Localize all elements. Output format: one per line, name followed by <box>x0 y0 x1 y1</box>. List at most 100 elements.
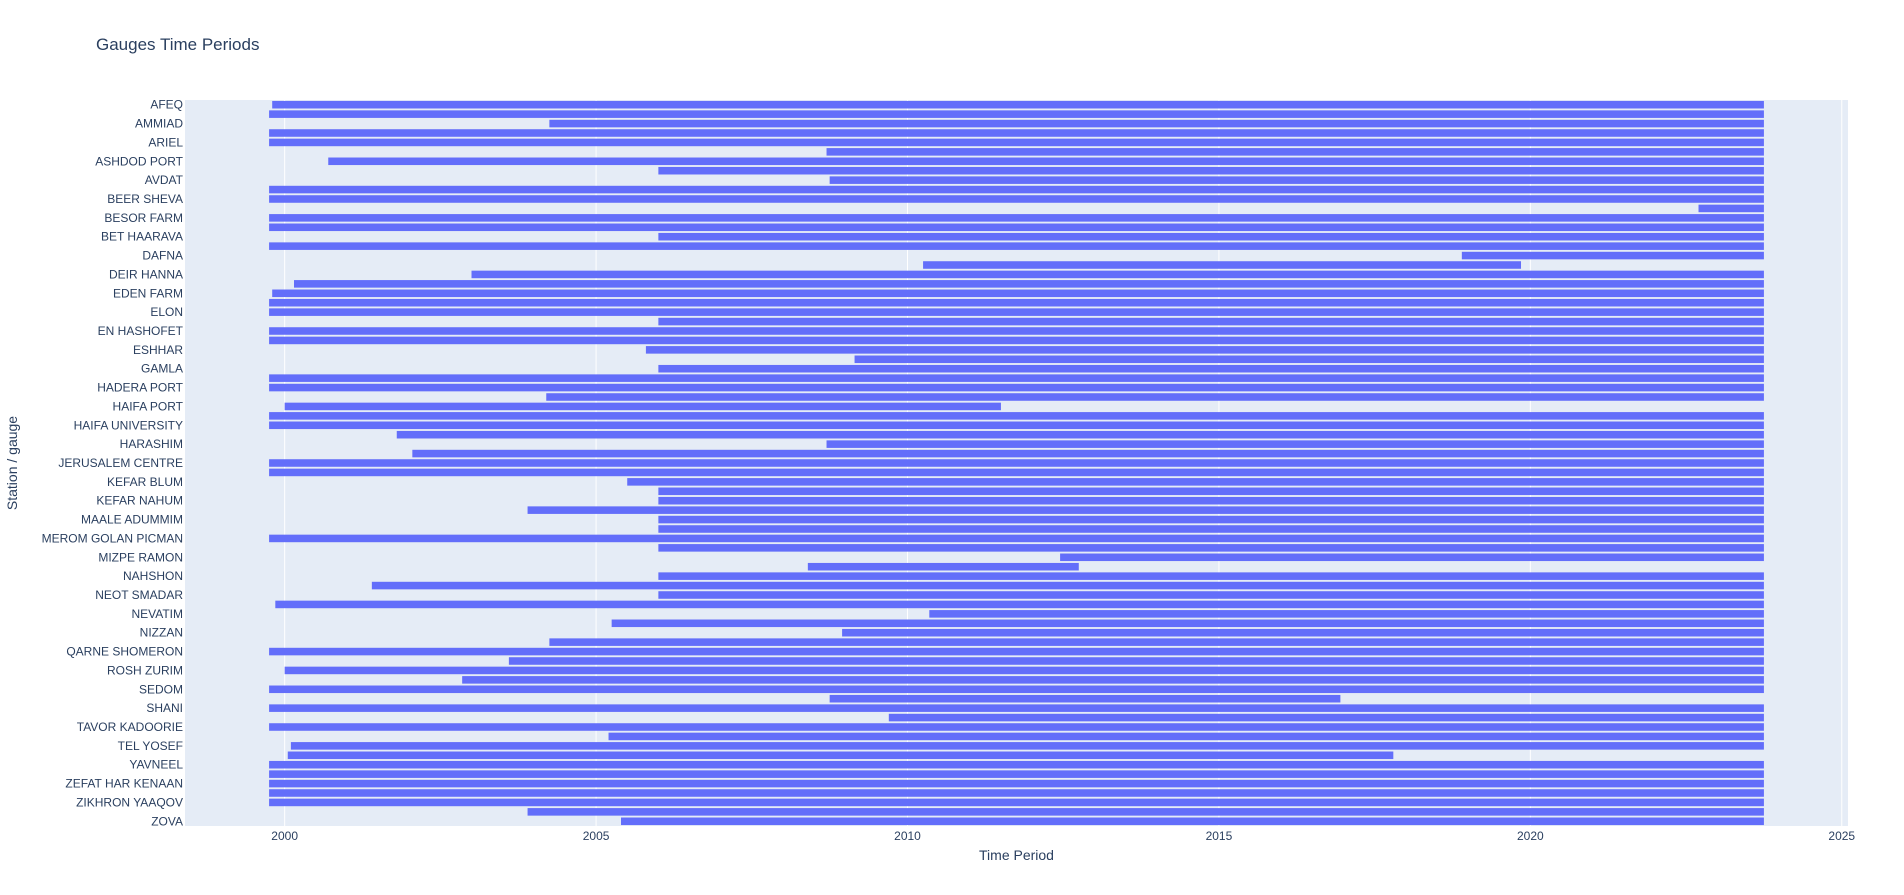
timeline-bar <box>1698 204 1764 213</box>
y-tick-label: DAFNA <box>142 249 183 263</box>
y-tick-label: ZOVA <box>151 814 183 828</box>
y-tick-label: ZIKHRON YAAQOV <box>76 795 183 809</box>
x-tick-label: 2010 <box>894 829 921 843</box>
timeline-bar <box>527 808 1764 816</box>
y-tick-label: ZEFAT HAR KENAAN <box>65 777 183 791</box>
y-tick-label: MIZPE RAMON <box>98 550 183 564</box>
timeline-bar <box>269 534 1764 543</box>
timeline-bar <box>269 327 1764 335</box>
x-tick-label: 2015 <box>1206 829 1233 843</box>
timeline-bars <box>269 100 1764 826</box>
y-tick-labels: AFEQ AMMIAD ARIEL ASHDOD PORT AVDAT BEER SHEV… <box>42 98 184 829</box>
x-axis-title: Time Period <box>979 847 1054 863</box>
y-tick-label: ROSH ZURIM <box>107 663 183 677</box>
timeline-bar <box>269 789 1764 797</box>
y-tick-label: TAVOR KADOORIE <box>77 720 183 734</box>
timeline-bar <box>620 817 1764 826</box>
y-tick-label: NEVATIM <box>131 607 183 621</box>
timeline-bar <box>284 402 1001 411</box>
timeline-bar <box>549 638 1764 646</box>
timeline-bar <box>658 317 1764 326</box>
timeline-bar <box>269 214 1764 222</box>
y-tick-label: ESHHAR <box>133 343 183 357</box>
timeline-bar <box>658 496 1764 505</box>
timeline-bar <box>546 393 1764 401</box>
timeline-bar <box>608 732 1764 741</box>
timeline-bar <box>272 289 1764 298</box>
timeline-bar <box>269 336 1764 345</box>
y-tick-label: HAIFA PORT <box>113 399 184 413</box>
timeline-bar <box>269 195 1764 203</box>
timeline-bar <box>471 270 1764 279</box>
timeline-bar <box>269 308 1764 316</box>
x-tick-label: 2000 <box>271 829 298 843</box>
timeline-bar <box>396 430 1764 439</box>
timeline-bar <box>1060 553 1764 562</box>
timeline-bar <box>658 572 1764 580</box>
timeline-bar <box>275 600 1764 609</box>
timeline-bar <box>807 562 1079 571</box>
timeline-bar <box>1461 251 1764 260</box>
timeline-bar <box>842 628 1764 637</box>
timeline-bar <box>269 383 1764 392</box>
timeline-bar <box>826 148 1764 156</box>
timeline-bar <box>888 713 1764 722</box>
y-tick-label: BET HAARAVA <box>101 230 183 244</box>
timeline-bar <box>611 619 1764 628</box>
y-tick-label: AFEQ <box>150 98 183 112</box>
x-tick-labels: 2000 2005 2010 2015 2020 2025 <box>271 829 1855 843</box>
y-tick-label: QARNE SHOMERON <box>66 645 183 659</box>
y-tick-label: JERUSALEM CENTRE <box>58 456 183 470</box>
y-tick-label: DEIR HANNA <box>109 267 183 281</box>
timeline-bar <box>269 185 1764 194</box>
timeline-bar <box>627 478 1764 486</box>
timeline-bar <box>658 166 1764 175</box>
timeline-bar <box>293 280 1764 288</box>
timeline-bar <box>929 610 1764 618</box>
timeline-bar <box>549 119 1764 128</box>
timeline-bar <box>854 355 1764 364</box>
x-tick-label: 2020 <box>1517 829 1544 843</box>
y-tick-label: SEDOM <box>139 682 183 696</box>
y-tick-label: HAIFA UNIVERSITY <box>74 418 183 432</box>
timeline-bar <box>287 751 1394 760</box>
timeline-bar <box>269 459 1764 467</box>
y-tick-label: NIZZAN <box>140 626 183 640</box>
y-tick-label: ASHDOD PORT <box>95 154 183 168</box>
y-tick-label: KEFAR BLUM <box>107 475 183 489</box>
timeline-bar <box>923 261 1522 269</box>
timeline-bar <box>269 421 1764 430</box>
x-tick-label: 2025 <box>1828 829 1855 843</box>
timeline-bar <box>658 232 1764 241</box>
timeline-bar <box>412 449 1764 458</box>
y-tick-label: MAALE ADUMMIM <box>81 513 183 527</box>
x-tick-label: 2005 <box>583 829 610 843</box>
timeline-bar <box>269 138 1764 147</box>
y-tick-label: ARIEL <box>148 135 183 149</box>
timeline-bar <box>269 779 1764 788</box>
y-tick-label: EN HASHOFET <box>98 324 184 338</box>
timeline-bar <box>508 657 1764 665</box>
timeline-bar <box>527 506 1764 514</box>
y-tick-label: HADERA PORT <box>97 381 183 395</box>
timeline-bar <box>826 440 1764 448</box>
timeline-bar <box>658 487 1764 496</box>
timeline-bar <box>269 223 1764 232</box>
timeline-bar <box>290 742 1764 750</box>
y-tick-label: GAMLA <box>141 362 183 376</box>
timeline-bar <box>269 760 1764 769</box>
timeline-bar <box>371 581 1764 590</box>
timeline-bar <box>269 468 1764 477</box>
y-tick-label: HARASHIM <box>120 437 183 451</box>
timeline-bar <box>269 647 1764 656</box>
timeline-bar <box>269 770 1764 778</box>
timeline-bar <box>269 704 1764 712</box>
timeline-bar <box>269 242 1764 250</box>
timeline-bar <box>829 176 1764 184</box>
timeline-bar <box>269 110 1764 118</box>
y-tick-label: NEOT SMADAR <box>95 588 183 602</box>
y-tick-label: ELON <box>150 305 183 319</box>
y-tick-label: EDEN FARM <box>113 286 183 300</box>
y-tick-label: SHANI <box>146 701 183 715</box>
timeline-bar <box>272 100 1764 109</box>
